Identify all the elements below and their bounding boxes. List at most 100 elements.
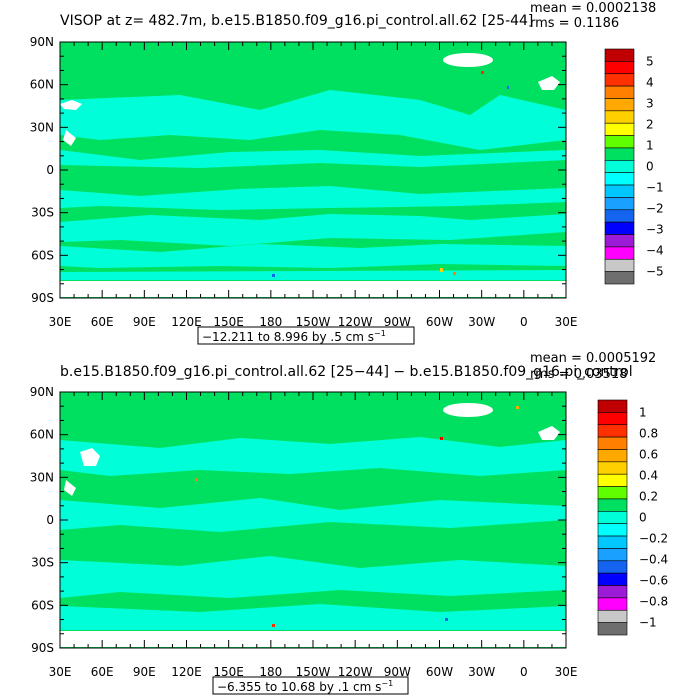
colorbar-label: 5: [646, 54, 654, 68]
colorbar-box: [604, 160, 635, 173]
mean-label: mean = 0.0005192: [530, 351, 656, 366]
x-tick-label: 150W: [296, 665, 331, 679]
colorbar-label: 0.2: [639, 489, 658, 503]
x-tick-label: 90E: [133, 315, 156, 329]
y-axis: 90N 60N 30N 0 30S 60S 90S: [30, 385, 566, 655]
colorbar-label: 0: [646, 160, 654, 174]
y-tick-label: 90S: [31, 291, 54, 305]
colorbar-label: 0: [639, 511, 647, 525]
x-tick-label: 30E: [555, 315, 578, 329]
colorbar-box: [604, 246, 635, 260]
y-tick-label: 30S: [31, 556, 54, 570]
x-tick-label: 60W: [426, 315, 453, 329]
x-tick-label: 90W: [384, 315, 411, 329]
colorbar-label: −5: [646, 265, 664, 279]
colorbar-box: [597, 572, 628, 586]
mean-label: mean = 0.0002138: [530, 1, 656, 16]
colorbar-box: [597, 523, 628, 537]
panel-bottom: b.e15.B1850.f09_g16.pi_control.all.62 [2…: [30, 351, 668, 695]
y-tick-label: 30N: [30, 120, 54, 134]
range-box: [212, 676, 409, 695]
colorbar-box: [604, 61, 635, 75]
y-tick-label: 60N: [30, 78, 54, 92]
colorbar-box: [604, 73, 635, 87]
y-tick-label: 90S: [31, 641, 54, 655]
colorbar-label: −0.4: [639, 553, 668, 567]
rms-label: rms = 0.03518: [530, 367, 627, 382]
colorbar-box: [597, 449, 628, 463]
map-field: [60, 42, 566, 298]
colorbar-label: −0.6: [639, 574, 668, 588]
range-label: −12.211 to 8.996 by .5 cm s−1: [202, 329, 386, 344]
colorbar-label: 4: [646, 75, 654, 89]
colorbar-box: [597, 436, 628, 450]
colorbar-box: [597, 399, 628, 413]
x-tick-label: 120W: [338, 315, 373, 329]
colorbar-box: [604, 98, 635, 112]
x-tick-label: 180: [259, 665, 282, 679]
colorbar-box: [604, 209, 635, 223]
x-tick-label: 30W: [468, 315, 495, 329]
x-tick-label: 30W: [468, 665, 495, 679]
y-tick-label: 60N: [30, 428, 54, 442]
map-field: [60, 392, 566, 648]
x-axis: 30E 60E 90E 120E 150E 180 150W 120W 90W 60W 30W 0 30…: [49, 42, 578, 329]
range-box: [197, 326, 415, 345]
colorbar-label: −4: [646, 244, 664, 258]
rms-label: rms = 0.1186: [530, 16, 619, 31]
x-tick-label: 30E: [49, 315, 72, 329]
colorbar-box: [597, 622, 628, 636]
x-tick-label: 120W: [338, 665, 373, 679]
colorbar-box: [604, 221, 635, 235]
x-tick-label: 150E: [213, 665, 244, 679]
colorbar-label: 1: [646, 138, 654, 152]
colorbar-box: [604, 147, 635, 161]
negative-anomaly-bands: [60, 437, 566, 630]
y-tick-label: 30N: [30, 470, 54, 484]
colorbar-box: [604, 48, 635, 62]
x-tick-label: 60E: [91, 665, 114, 679]
x-tick-label: 60E: [91, 315, 114, 329]
colorbar-box: [604, 258, 635, 272]
colorbar-box: [597, 585, 628, 599]
panel-title: b.e15.B1850.f09_g16.pi_control.all.62 [2…: [60, 364, 633, 380]
colorbar-box: [597, 511, 628, 524]
y-tick-label: 60S: [31, 248, 54, 262]
colorbar-box: [604, 85, 635, 99]
x-tick-label: 180: [259, 315, 282, 329]
colorbar-label: −0.2: [639, 532, 668, 546]
colorbar-box: [604, 172, 635, 186]
y-tick-label: 0: [46, 513, 54, 527]
x-tick-label: 90W: [384, 665, 411, 679]
colorbar-box: [597, 597, 628, 611]
colorbar-box: [597, 548, 628, 562]
colorbar-box: [597, 461, 628, 475]
y-tick-label: 90N: [30, 35, 54, 49]
colorbar-label: 0.8: [639, 426, 658, 440]
colorbar-box: [597, 486, 628, 500]
colorbar-box: [597, 412, 628, 426]
colorbar-box: [604, 110, 635, 124]
colorbar-label: −1: [639, 616, 657, 630]
x-axis: 30E 60E 90E 120E 150E 180 150W 120W 90W 60W 30W 0 30…: [49, 392, 578, 679]
y-tick-label: 90N: [30, 385, 54, 399]
colorbar-label: −1: [646, 181, 664, 195]
colorbar-box: [597, 535, 628, 549]
colorbar-label: 3: [646, 96, 654, 110]
x-tick-label: 120E: [171, 315, 202, 329]
colorbar-label: 0.4: [639, 468, 658, 482]
x-tick-label: 150W: [296, 315, 331, 329]
colorbar-label: 0.6: [639, 447, 658, 461]
x-tick-label: 30E: [555, 665, 578, 679]
x-tick-label: 150E: [213, 315, 244, 329]
colorbar-box: [604, 271, 635, 285]
colorbar-box: [597, 424, 628, 438]
colorbar-box: [604, 234, 635, 248]
panel-top: VISOP at z= 482.7m, b.e15.B1850.f09_g16.…: [30, 1, 664, 345]
colorbar-box: [597, 609, 628, 623]
y-tick-label: 0: [46, 163, 54, 177]
y-tick-label: 60S: [31, 598, 54, 612]
y-axis: 90N 60N 30N 0 30S 60S 90S: [30, 35, 566, 305]
colorbar-box: [604, 197, 635, 211]
